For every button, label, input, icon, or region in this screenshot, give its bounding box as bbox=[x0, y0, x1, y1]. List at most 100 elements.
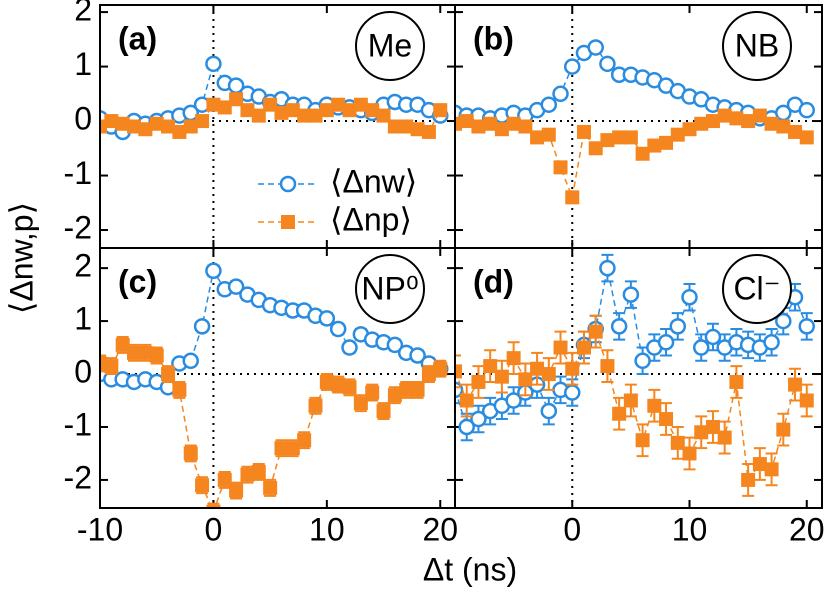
square-marker bbox=[576, 340, 591, 355]
square-marker bbox=[240, 103, 255, 118]
square-marker bbox=[365, 103, 380, 118]
circle-marker bbox=[599, 55, 616, 73]
square-marker bbox=[285, 441, 300, 456]
square-marker bbox=[659, 412, 674, 427]
square-marker bbox=[319, 103, 334, 118]
square-marker bbox=[799, 130, 814, 145]
square-marker bbox=[217, 100, 232, 115]
x-tick-label: 10 bbox=[672, 511, 708, 547]
square-marker bbox=[274, 441, 289, 456]
x-axis-label: Δt (ns) bbox=[423, 551, 517, 587]
circle-marker bbox=[564, 384, 581, 401]
square-marker bbox=[183, 446, 198, 461]
square-marker bbox=[459, 393, 474, 408]
circle-marker bbox=[205, 262, 222, 280]
square-marker bbox=[399, 382, 414, 397]
circle-marker bbox=[505, 392, 522, 409]
badge-circle bbox=[355, 11, 425, 81]
square-marker bbox=[319, 374, 334, 389]
square-marker bbox=[518, 372, 533, 387]
circle-marker bbox=[193, 318, 211, 335]
y-tick-label: -1 bbox=[64, 406, 92, 442]
square-marker bbox=[353, 396, 368, 411]
square-marker bbox=[100, 119, 107, 134]
square-marker bbox=[518, 119, 533, 134]
square-marker bbox=[565, 361, 580, 376]
square-marker bbox=[612, 130, 627, 145]
badge-label: NB bbox=[735, 27, 779, 63]
square-marker bbox=[494, 122, 509, 137]
badge-circle bbox=[355, 254, 425, 324]
circle-marker bbox=[329, 320, 347, 338]
square-marker bbox=[206, 97, 221, 112]
square-marker bbox=[433, 103, 448, 118]
circle-marker bbox=[318, 310, 336, 327]
circle-marker bbox=[599, 259, 616, 277]
square-marker bbox=[647, 398, 662, 413]
circle-marker bbox=[386, 336, 404, 354]
square-marker bbox=[729, 374, 744, 389]
square-marker bbox=[115, 337, 130, 352]
square-marker bbox=[788, 124, 803, 139]
circle-marker bbox=[458, 418, 475, 436]
plot-area bbox=[100, 262, 449, 508]
square-marker bbox=[623, 393, 638, 408]
y-axis-label: ⟨Δnw,p⟩ bbox=[3, 202, 39, 314]
circle-marker bbox=[587, 39, 604, 56]
square-marker bbox=[647, 138, 662, 153]
y-tick-label: 1 bbox=[74, 301, 92, 337]
circle-marker bbox=[657, 334, 675, 351]
square-marker bbox=[195, 114, 210, 129]
x-tick-label: 20 bbox=[789, 511, 825, 547]
panel-frame bbox=[454, 247, 823, 509]
badge-label: Me bbox=[368, 27, 412, 63]
square-marker bbox=[553, 340, 568, 355]
plot-area bbox=[455, 39, 816, 205]
square-marker bbox=[172, 382, 187, 397]
badge-label: Cl⁻ bbox=[733, 270, 780, 306]
square-marker bbox=[455, 364, 462, 379]
circle-marker bbox=[552, 85, 569, 103]
square-marker bbox=[206, 504, 221, 508]
square-marker bbox=[741, 472, 756, 487]
square-marker bbox=[251, 108, 266, 123]
circle-marker bbox=[692, 339, 710, 356]
square-marker bbox=[229, 483, 244, 498]
square-marker bbox=[161, 119, 176, 134]
circle-marker bbox=[775, 312, 792, 330]
circle-marker bbox=[341, 339, 358, 356]
square-marker bbox=[670, 435, 685, 450]
legend-label: ⟨Δnp⟩ bbox=[330, 201, 412, 237]
circle-marker bbox=[205, 55, 222, 73]
square-marker bbox=[172, 124, 187, 139]
x-tick-label: 0 bbox=[205, 511, 223, 547]
square-marker bbox=[308, 108, 323, 123]
legend-marker bbox=[281, 215, 295, 229]
circle-marker bbox=[564, 58, 581, 75]
plot-area bbox=[455, 253, 816, 497]
square-marker bbox=[705, 419, 720, 434]
square-marker bbox=[530, 130, 545, 145]
square-marker bbox=[183, 119, 198, 134]
square-marker bbox=[387, 388, 402, 403]
square-marker bbox=[670, 127, 685, 142]
square-marker bbox=[138, 122, 153, 137]
legend-marker bbox=[279, 175, 297, 193]
y-tick-label: -2 bbox=[64, 209, 92, 245]
circle-marker bbox=[798, 318, 816, 335]
badge-circle bbox=[722, 11, 792, 81]
panel-label: (b) bbox=[473, 20, 514, 56]
badge-label: NP⁰ bbox=[361, 270, 418, 306]
square-marker bbox=[600, 133, 615, 148]
square-marker bbox=[506, 351, 521, 366]
square-marker bbox=[729, 111, 744, 126]
square-marker bbox=[471, 374, 486, 389]
circle-marker bbox=[763, 334, 780, 351]
y-tick-label: 2 bbox=[74, 248, 92, 284]
panel-label: (d) bbox=[473, 263, 514, 299]
y-tick-label: 0 bbox=[74, 353, 92, 389]
square-marker bbox=[387, 119, 402, 134]
panel-label: (c) bbox=[118, 263, 157, 299]
circle-marker bbox=[540, 402, 558, 420]
square-marker bbox=[263, 97, 278, 112]
